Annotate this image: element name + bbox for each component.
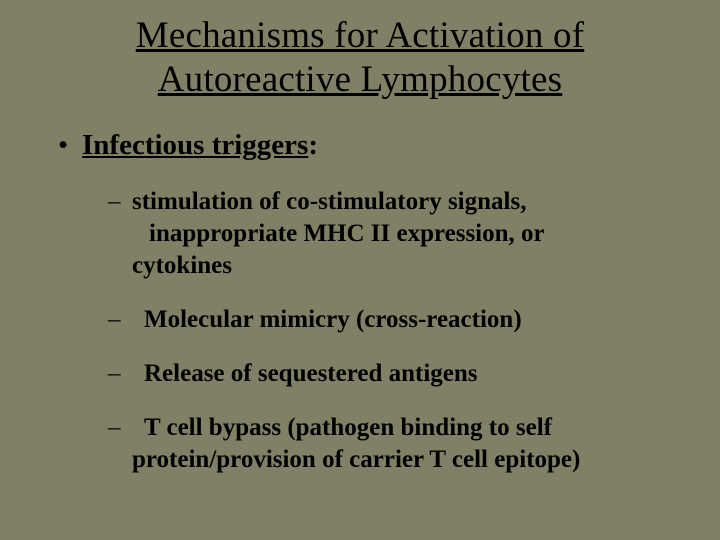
dash-icon: – — [108, 412, 132, 476]
dash-icon: – — [108, 304, 132, 336]
list-item-mimicry: – Molecular mimicry (cross-reaction) — [40, 304, 680, 336]
list-item-text: T cell bypass (pathogen binding to self … — [132, 412, 580, 476]
heading-text: Infectious triggers: — [82, 129, 318, 162]
list-item-text: Release of sequestered antigens — [132, 358, 478, 390]
dash-icon: – — [108, 358, 132, 390]
dash-icon: – — [108, 186, 132, 282]
list-item-tcell-bypass: – T cell bypass (pathogen binding to sel… — [40, 412, 680, 476]
title-line-2: Autoreactive Lymphocytes — [158, 59, 562, 100]
list-item-text: stimulation of co-stimulatory signals, i… — [132, 186, 545, 282]
list-item-text: Molecular mimicry (cross-reaction) — [132, 304, 522, 336]
heading-infectious-triggers: • Infectious triggers: — [40, 129, 680, 162]
list-item-sequestered: – Release of sequestered antigens — [40, 358, 680, 390]
title-line-1: Mechanisms for Activation of — [136, 15, 584, 56]
slide-title: Mechanisms for Activation of Autoreactiv… — [40, 14, 680, 101]
list-item-stimulation: – stimulation of co-stimulatory signals,… — [40, 186, 680, 282]
bullet-icon: • — [58, 129, 82, 162]
slide: Mechanisms for Activation of Autoreactiv… — [0, 0, 720, 540]
